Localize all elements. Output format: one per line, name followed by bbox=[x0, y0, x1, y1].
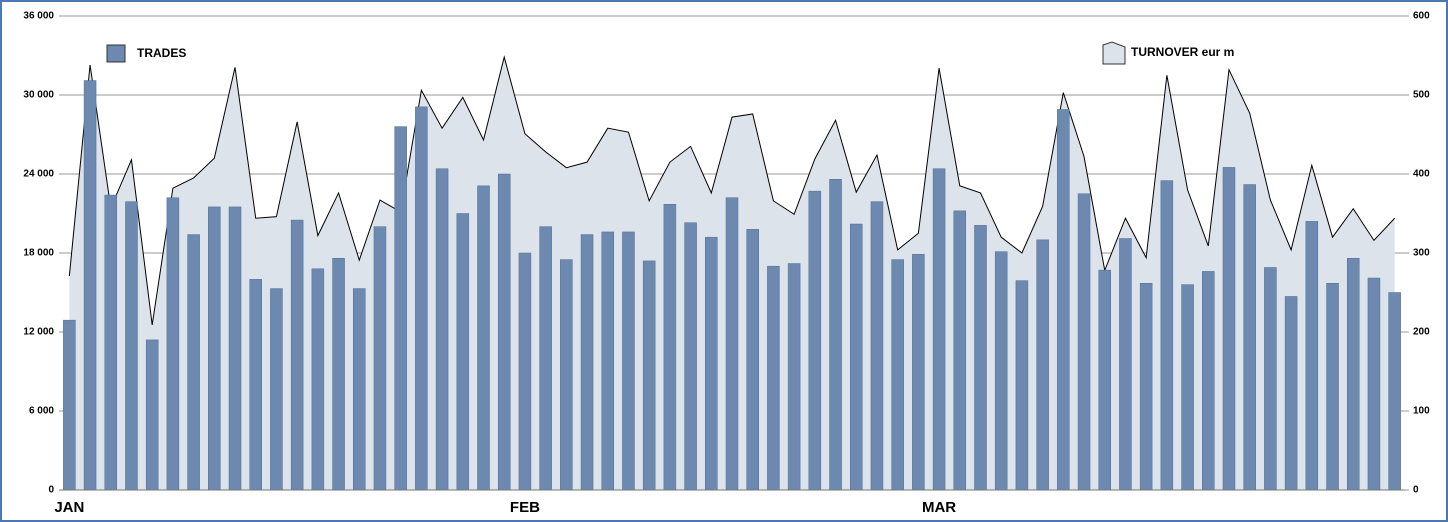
bar bbox=[787, 263, 801, 491]
bar bbox=[415, 106, 428, 491]
bar bbox=[1036, 239, 1049, 491]
bar bbox=[187, 234, 200, 491]
bar bbox=[912, 254, 925, 491]
legend-swatch bbox=[1102, 41, 1126, 65]
bar bbox=[849, 223, 863, 491]
y-tick-label: 18 000 bbox=[23, 248, 54, 259]
y2-tick-label: 300 bbox=[1413, 248, 1430, 259]
bar bbox=[829, 179, 842, 491]
bar bbox=[746, 229, 759, 491]
bar bbox=[932, 168, 946, 491]
bar bbox=[870, 201, 884, 491]
bar bbox=[1160, 180, 1174, 491]
bar bbox=[270, 288, 283, 491]
y2-tick-label: 600 bbox=[1413, 11, 1430, 22]
bar bbox=[725, 197, 739, 491]
bar bbox=[994, 251, 1008, 491]
bar bbox=[497, 173, 511, 491]
bar bbox=[1222, 167, 1236, 491]
bar bbox=[642, 260, 656, 491]
bar bbox=[1202, 271, 1215, 491]
legend-swatch bbox=[106, 44, 126, 63]
bar bbox=[1326, 283, 1339, 491]
bar bbox=[1077, 193, 1091, 491]
bar bbox=[560, 259, 573, 491]
y-tick-label: 30 000 bbox=[23, 90, 54, 101]
bar bbox=[228, 206, 242, 491]
y-tick-label: 36 000 bbox=[23, 11, 54, 22]
y-tick-label: 24 000 bbox=[23, 169, 54, 180]
bar bbox=[953, 210, 967, 491]
bar bbox=[705, 236, 718, 491]
bar bbox=[83, 80, 97, 491]
bar bbox=[435, 168, 449, 491]
y2-tick-label: 400 bbox=[1413, 169, 1430, 180]
bar bbox=[1367, 277, 1381, 491]
bar bbox=[373, 226, 387, 491]
bar bbox=[663, 204, 677, 491]
bar bbox=[63, 319, 76, 491]
bar bbox=[518, 252, 532, 491]
bar bbox=[332, 258, 345, 491]
x-tick-label: FEB bbox=[510, 499, 540, 516]
y2-tick-label: 500 bbox=[1413, 90, 1430, 101]
bar bbox=[1015, 280, 1029, 491]
bar bbox=[1098, 269, 1111, 491]
x-tick-label: MAR bbox=[922, 499, 956, 516]
bar bbox=[580, 234, 594, 491]
bar bbox=[1305, 221, 1319, 491]
bar bbox=[394, 126, 407, 491]
bar bbox=[1181, 284, 1194, 491]
bar bbox=[1388, 292, 1401, 491]
bar bbox=[1119, 238, 1132, 491]
bar bbox=[104, 194, 118, 491]
x-tick-label: JAN bbox=[54, 499, 84, 516]
bar bbox=[891, 259, 904, 491]
bar bbox=[622, 231, 635, 491]
bar bbox=[353, 288, 366, 491]
bar bbox=[1243, 184, 1256, 491]
bar bbox=[456, 213, 470, 491]
y2-tick-label: 200 bbox=[1413, 327, 1430, 338]
bar bbox=[477, 185, 490, 491]
bar bbox=[808, 190, 822, 491]
bar bbox=[1346, 258, 1360, 491]
y2-tick-label: 100 bbox=[1413, 406, 1430, 417]
bar bbox=[1264, 267, 1277, 491]
bar bbox=[767, 265, 780, 491]
bar bbox=[145, 339, 159, 491]
y-tick-label: 12 000 bbox=[23, 327, 54, 338]
bar bbox=[1284, 296, 1298, 491]
bar bbox=[539, 226, 552, 491]
legend-label: TURNOVER eur m bbox=[1131, 45, 1234, 59]
bar bbox=[1057, 109, 1070, 491]
bar bbox=[249, 279, 262, 491]
bar bbox=[125, 201, 138, 491]
bar bbox=[601, 231, 615, 491]
bar bbox=[290, 219, 304, 491]
bar bbox=[208, 206, 221, 491]
turnover-line bbox=[68, 55, 1396, 325]
bar bbox=[1139, 283, 1153, 491]
legend-label: TRADES bbox=[137, 46, 186, 60]
bar bbox=[311, 268, 325, 491]
y2-tick-label: 0 bbox=[1413, 485, 1419, 496]
y-tick-label: 0 bbox=[48, 485, 54, 496]
y-tick-label: 6 000 bbox=[29, 406, 54, 417]
bar bbox=[684, 222, 697, 491]
bar bbox=[974, 225, 987, 491]
bar bbox=[166, 197, 180, 491]
